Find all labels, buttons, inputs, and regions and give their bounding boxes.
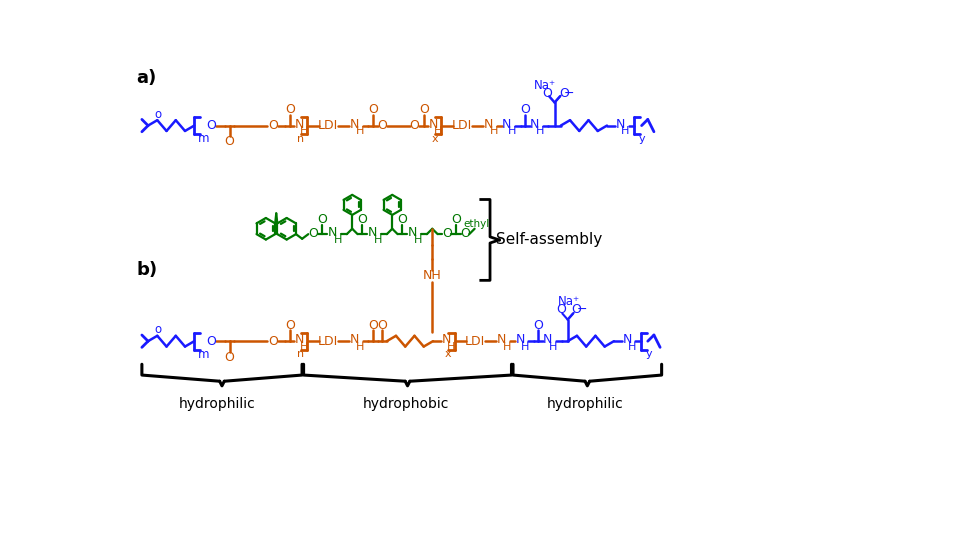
- Text: H: H: [549, 342, 558, 352]
- Text: N: N: [294, 333, 304, 346]
- Text: LDI: LDI: [318, 119, 337, 132]
- Text: N: N: [441, 333, 451, 346]
- Text: N: N: [515, 333, 524, 346]
- Text: N: N: [294, 117, 304, 130]
- Text: N: N: [327, 226, 337, 239]
- Text: H: H: [621, 126, 629, 136]
- Text: N: N: [408, 226, 416, 239]
- Text: ethyl: ethyl: [463, 219, 489, 229]
- Text: H: H: [536, 126, 544, 136]
- Text: N: N: [622, 333, 632, 346]
- Text: O: O: [451, 213, 461, 226]
- Text: Self-assembly: Self-assembly: [496, 233, 603, 247]
- Text: H: H: [508, 126, 516, 136]
- Text: H: H: [356, 342, 364, 352]
- Text: H: H: [333, 235, 342, 245]
- Text: N: N: [543, 333, 553, 346]
- Text: O: O: [368, 103, 378, 116]
- Text: hydrophilic: hydrophilic: [547, 397, 624, 411]
- Text: m: m: [198, 348, 210, 361]
- Text: N: N: [615, 117, 624, 130]
- Text: x: x: [444, 349, 451, 359]
- Text: y: y: [639, 134, 646, 144]
- Text: −: −: [564, 87, 574, 100]
- Text: N: N: [368, 226, 377, 239]
- Text: o: o: [155, 108, 162, 121]
- Text: O: O: [410, 119, 419, 132]
- Text: O: O: [206, 119, 217, 132]
- Text: N: N: [350, 333, 359, 346]
- Text: O: O: [368, 318, 378, 331]
- Text: H: H: [373, 235, 382, 245]
- Text: b): b): [136, 262, 158, 280]
- Text: LDI: LDI: [465, 335, 485, 348]
- Text: O: O: [318, 213, 327, 226]
- Text: LDI: LDI: [318, 335, 337, 348]
- Text: O: O: [377, 318, 387, 331]
- Text: O: O: [224, 351, 234, 364]
- Text: N: N: [497, 333, 506, 346]
- Text: H: H: [447, 342, 456, 352]
- Text: n: n: [297, 349, 304, 359]
- Text: H: H: [521, 342, 529, 352]
- Text: H: H: [490, 126, 498, 136]
- Text: y: y: [646, 349, 653, 359]
- Text: N: N: [530, 117, 539, 130]
- Text: m: m: [198, 132, 210, 145]
- Text: O: O: [543, 87, 553, 100]
- Text: H: H: [503, 342, 511, 352]
- Text: hydrophobic: hydrophobic: [363, 397, 449, 411]
- Text: O: O: [397, 213, 407, 226]
- Text: O: O: [268, 335, 277, 348]
- Text: O: O: [358, 213, 368, 226]
- Text: O: O: [461, 227, 470, 240]
- Text: O: O: [533, 318, 543, 331]
- Text: O: O: [571, 303, 581, 316]
- Text: x: x: [431, 134, 438, 144]
- Text: O: O: [285, 103, 295, 116]
- Text: hydrophilic: hydrophilic: [179, 397, 256, 411]
- Text: N: N: [502, 117, 512, 130]
- Text: H: H: [300, 342, 309, 352]
- Text: H: H: [628, 342, 637, 352]
- Text: Na⁺: Na⁺: [558, 295, 579, 307]
- Text: O: O: [442, 227, 452, 240]
- Text: O: O: [268, 119, 277, 132]
- Text: o: o: [155, 323, 162, 336]
- Text: n: n: [297, 134, 304, 144]
- Text: O: O: [556, 303, 565, 316]
- Text: H: H: [414, 235, 421, 245]
- Text: O: O: [224, 135, 234, 149]
- Text: N: N: [350, 117, 359, 130]
- Text: H: H: [356, 126, 364, 136]
- Text: a): a): [136, 69, 157, 87]
- Text: H: H: [434, 126, 443, 136]
- Text: O: O: [559, 87, 568, 100]
- Text: O: O: [377, 119, 387, 132]
- Text: N: N: [428, 117, 438, 130]
- Text: H: H: [300, 126, 309, 136]
- Text: O: O: [308, 227, 318, 240]
- Text: O: O: [520, 103, 530, 116]
- Text: O: O: [206, 335, 217, 348]
- Text: O: O: [418, 103, 428, 116]
- Text: LDI: LDI: [452, 119, 471, 132]
- Text: O: O: [285, 318, 295, 331]
- Text: N: N: [484, 117, 493, 130]
- Text: NH: NH: [423, 269, 442, 282]
- Text: −: −: [576, 303, 587, 316]
- Text: Na⁺: Na⁺: [533, 79, 556, 92]
